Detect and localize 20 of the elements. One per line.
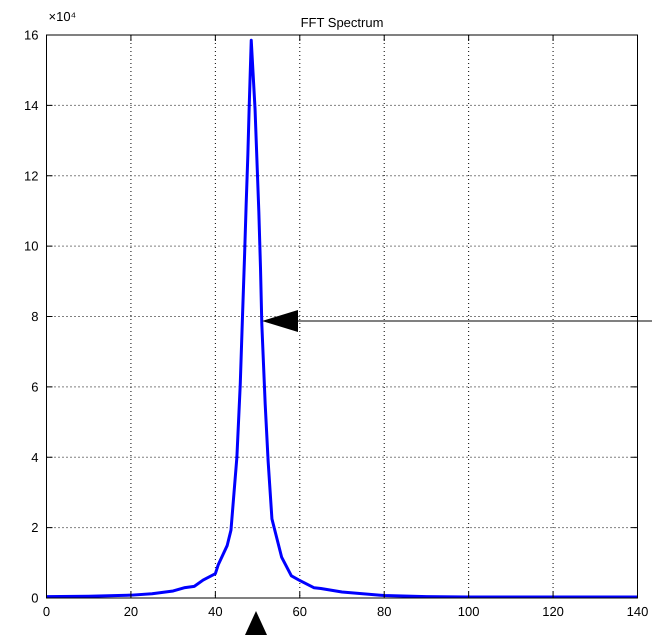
y-tick-label: 8 (31, 309, 38, 324)
line-series (45, 38, 639, 598)
x-tick-label: 60 (292, 604, 308, 619)
x-tick-label: 120 (542, 604, 564, 619)
y-tick-label: 6 (31, 379, 38, 394)
y-tick-label: 12 (24, 168, 38, 184)
chart-title: FFT Spectrum (300, 15, 384, 30)
x-tick-label: 20 (124, 604, 138, 619)
x-tick-label: 100 (458, 604, 480, 619)
y-tick-label: 10 (24, 238, 38, 254)
y-tick-label: 2 (31, 520, 38, 536)
y-tick-label: 0 (31, 590, 38, 606)
y-tick-label: 4 (31, 450, 38, 465)
y-tick-label: 14 (24, 98, 38, 113)
text: ×10⁴ (48, 9, 76, 24)
x-tick-label: 80 (376, 604, 392, 619)
x-tick-label: 0 (42, 604, 50, 619)
x-tick-label: 40 (208, 604, 223, 619)
x-tick-label: 140 (626, 604, 648, 619)
y-tick-label: 16 (24, 28, 38, 42)
